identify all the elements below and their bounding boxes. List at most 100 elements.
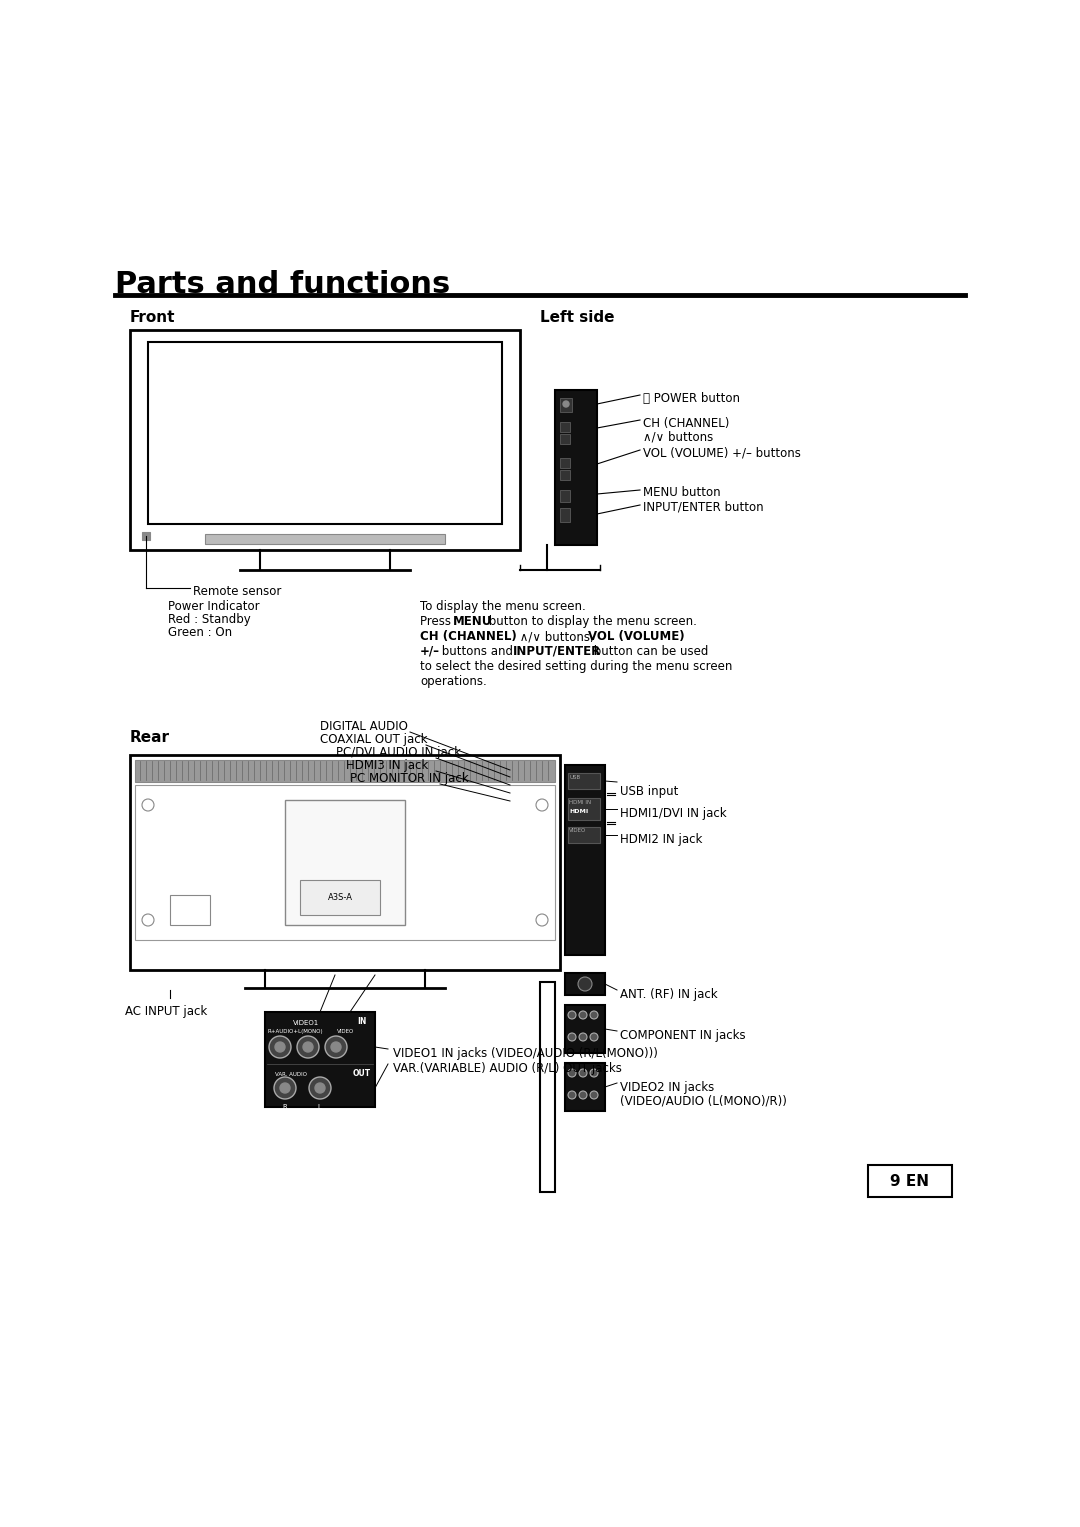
Text: CH (CHANNEL): CH (CHANNEL)	[420, 631, 516, 643]
Text: button to display the menu screen.: button to display the menu screen.	[485, 615, 697, 628]
Circle shape	[578, 977, 592, 991]
Text: VIDEO2 IN jacks: VIDEO2 IN jacks	[620, 1081, 714, 1093]
Text: VIDEO: VIDEO	[337, 1029, 354, 1034]
Circle shape	[536, 799, 548, 811]
Text: Remote sensor: Remote sensor	[193, 585, 282, 599]
Text: 9 EN: 9 EN	[891, 1174, 930, 1190]
Text: HDMI: HDMI	[569, 809, 589, 814]
Text: R: R	[282, 1104, 287, 1110]
Text: To display the menu screen.: To display the menu screen.	[420, 600, 585, 612]
Text: COMPONENT IN jacks: COMPONENT IN jacks	[620, 1029, 745, 1041]
Text: Power Indicator: Power Indicator	[168, 600, 259, 612]
Text: HDMI2 IN jack: HDMI2 IN jack	[620, 834, 702, 846]
Circle shape	[590, 1011, 598, 1019]
Circle shape	[563, 402, 569, 408]
Circle shape	[568, 1069, 576, 1077]
Bar	[565, 1063, 605, 1112]
Text: USB input: USB input	[620, 785, 678, 799]
Bar	[568, 773, 600, 789]
Circle shape	[590, 1032, 598, 1041]
Text: INPUT/ENTER button: INPUT/ENTER button	[643, 501, 764, 515]
Bar	[300, 880, 380, 915]
Bar	[565, 1005, 605, 1054]
Text: DIGITAL AUDIO: DIGITAL AUDIO	[320, 721, 408, 733]
Text: Left side: Left side	[540, 310, 615, 325]
Bar	[130, 330, 519, 550]
Circle shape	[568, 1011, 576, 1019]
Text: buttons and: buttons and	[438, 644, 516, 658]
Bar	[561, 490, 570, 502]
Text: COAXIAL OUT jack: COAXIAL OUT jack	[320, 733, 428, 747]
Text: HDMI1/DVI IN jack: HDMI1/DVI IN jack	[620, 806, 727, 820]
Text: VOL (VOLUME) +/– buttons: VOL (VOLUME) +/– buttons	[643, 447, 801, 460]
Text: USB: USB	[569, 776, 580, 780]
Circle shape	[536, 915, 548, 925]
Circle shape	[579, 1011, 588, 1019]
Text: ∧/∨ buttons,: ∧/∨ buttons,	[516, 631, 597, 643]
Text: A3S-A: A3S-A	[327, 892, 352, 901]
Circle shape	[297, 1035, 319, 1058]
Text: VAR.(VARIABLE) AUDIO (R/L) OUT jacks: VAR.(VARIABLE) AUDIO (R/L) OUT jacks	[393, 1061, 622, 1075]
Bar	[565, 765, 605, 954]
Text: Press: Press	[420, 615, 455, 628]
Text: VIDEO: VIDEO	[569, 828, 586, 834]
Text: (VIDEO/AUDIO (L(MONO)/R)): (VIDEO/AUDIO (L(MONO)/R))	[620, 1093, 787, 1107]
Circle shape	[325, 1035, 347, 1058]
Circle shape	[141, 915, 154, 925]
Circle shape	[275, 1041, 285, 1052]
Text: PC/DVI AUDIO IN jack: PC/DVI AUDIO IN jack	[336, 747, 461, 759]
Bar	[561, 508, 570, 522]
Circle shape	[579, 1090, 588, 1099]
Text: MENU: MENU	[453, 615, 492, 628]
Bar	[561, 399, 572, 412]
Text: Parts and functions: Parts and functions	[114, 270, 450, 299]
Text: ∧/∨ buttons: ∧/∨ buttons	[643, 431, 713, 443]
Text: PC MONITOR IN jack: PC MONITOR IN jack	[350, 773, 469, 785]
FancyBboxPatch shape	[868, 1165, 951, 1197]
Text: VIDEO1: VIDEO1	[293, 1020, 320, 1026]
Circle shape	[590, 1069, 598, 1077]
Circle shape	[280, 1083, 291, 1093]
Text: Rear: Rear	[130, 730, 170, 745]
Circle shape	[315, 1083, 325, 1093]
Polygon shape	[540, 982, 555, 1193]
Bar	[265, 1012, 375, 1107]
Text: button can be used: button can be used	[590, 644, 708, 658]
Circle shape	[590, 1090, 598, 1099]
Circle shape	[579, 1032, 588, 1041]
Bar	[170, 895, 210, 925]
Circle shape	[141, 799, 154, 811]
Text: Green : On: Green : On	[168, 626, 232, 638]
Text: L: L	[318, 1104, 321, 1110]
Text: CH (CHANNEL): CH (CHANNEL)	[643, 417, 729, 431]
Text: MENU button: MENU button	[643, 486, 720, 499]
Bar	[130, 754, 561, 970]
Text: HDMI3 IN jack: HDMI3 IN jack	[346, 759, 429, 773]
Circle shape	[579, 1069, 588, 1077]
Text: to select the desired setting during the menu screen: to select the desired setting during the…	[420, 660, 732, 673]
Text: ANT. (RF) IN jack: ANT. (RF) IN jack	[620, 988, 717, 1002]
Circle shape	[568, 1090, 576, 1099]
Text: ⓘ POWER button: ⓘ POWER button	[643, 392, 740, 405]
Bar	[568, 799, 600, 820]
Circle shape	[269, 1035, 291, 1058]
Bar	[565, 973, 605, 996]
Text: IN: IN	[357, 1017, 366, 1026]
Text: VOL (VOLUME): VOL (VOLUME)	[588, 631, 685, 643]
Circle shape	[330, 1041, 341, 1052]
Bar	[561, 470, 570, 479]
Bar	[141, 531, 150, 541]
Circle shape	[568, 1032, 576, 1041]
Bar	[555, 389, 597, 545]
Bar	[285, 800, 405, 925]
Circle shape	[274, 1077, 296, 1099]
Text: AC INPUT jack: AC INPUT jack	[125, 1005, 207, 1019]
Circle shape	[309, 1077, 330, 1099]
Text: Front: Front	[130, 310, 175, 325]
Text: OUT: OUT	[353, 1069, 372, 1078]
Text: VAR. AUDIO: VAR. AUDIO	[275, 1072, 307, 1077]
Bar	[135, 760, 555, 782]
Bar	[568, 828, 600, 843]
Bar	[135, 785, 555, 941]
Bar	[205, 534, 445, 544]
